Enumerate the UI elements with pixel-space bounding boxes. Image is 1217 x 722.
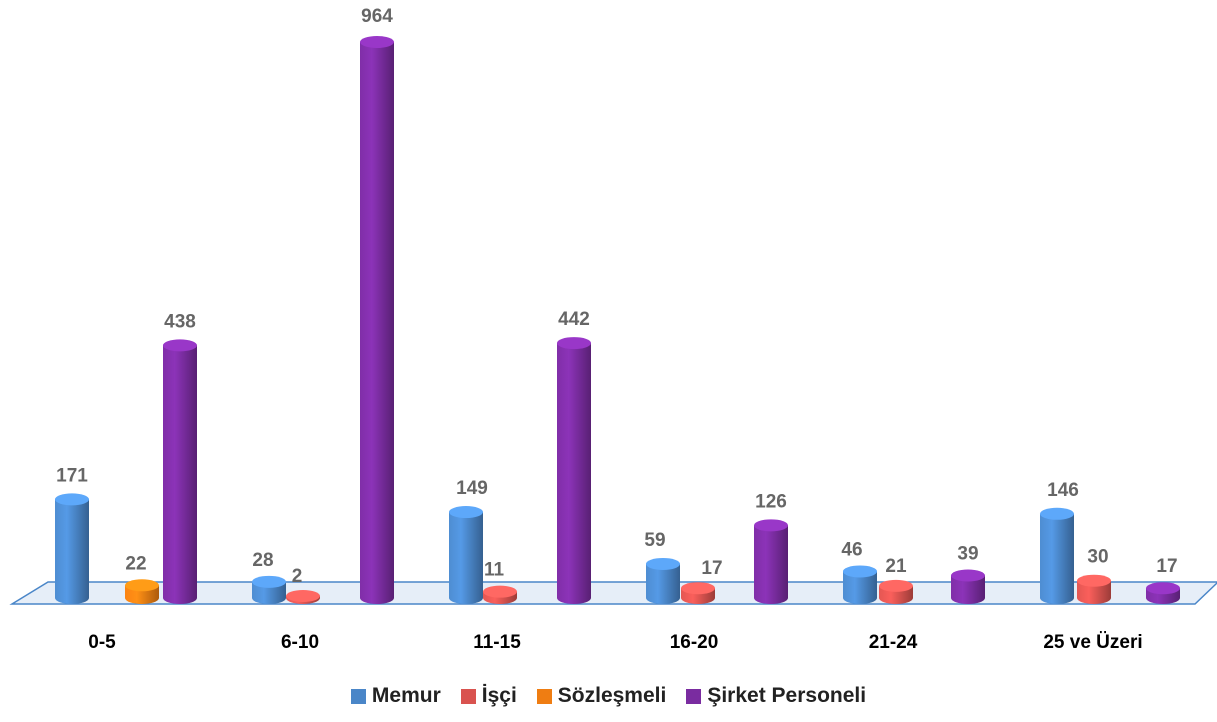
- bar-3-4: [951, 569, 985, 604]
- data-label: 2: [292, 566, 303, 587]
- data-label: 21: [885, 556, 907, 577]
- data-label: 28: [252, 550, 273, 571]
- category-label: 0-5: [88, 632, 116, 653]
- bar-0-4: [843, 565, 877, 604]
- bar-0-1: [252, 575, 286, 604]
- legend-label: Sözleşmeli: [557, 684, 667, 707]
- legend-item: İşçi: [460, 684, 517, 708]
- data-label: 30: [1087, 547, 1108, 568]
- data-label: 17: [1156, 556, 1177, 577]
- data-label: 126: [755, 491, 787, 512]
- bar-1-1: [286, 590, 320, 604]
- bar-0-2: [449, 506, 483, 604]
- data-label: 46: [841, 539, 862, 560]
- legend-swatch: [686, 688, 702, 704]
- bar-3-1: [360, 36, 394, 604]
- legend-label: Şirket Personeli: [707, 684, 867, 707]
- bar-3-0: [163, 339, 197, 604]
- data-label: 59: [644, 530, 665, 551]
- data-label: 22: [125, 553, 146, 574]
- data-label: 149: [456, 478, 488, 499]
- bar-3-2: [557, 337, 591, 604]
- category-label: 11-15: [473, 632, 521, 653]
- bar-3-3: [754, 519, 788, 604]
- bar-0-0: [55, 493, 89, 604]
- legend-item: Şirket Personeli: [686, 684, 866, 708]
- bar-3-5: [1146, 582, 1180, 604]
- bar-1-5: [1077, 574, 1111, 604]
- legend-label: Memur: [371, 684, 441, 707]
- data-label: 171: [56, 465, 88, 486]
- bar-1-4: [879, 579, 913, 604]
- bar-0-5: [1040, 507, 1074, 604]
- legend-swatch: [350, 688, 366, 704]
- legend-swatch: [536, 688, 552, 704]
- data-label: 964: [361, 6, 393, 27]
- bar-1-3: [681, 582, 715, 604]
- data-label: 17: [701, 558, 722, 579]
- chart-plot: 171 22 438 28 2 964 149 11 442 59 17 126 46 21 39 146 30…: [9, 6, 1217, 653]
- category-label: 16-20: [670, 632, 719, 653]
- legend-swatch: [460, 688, 476, 704]
- bar-2-0: [125, 579, 159, 604]
- legend-item: Memur: [350, 684, 441, 708]
- category-label: 25 ve Üzeri: [1043, 632, 1142, 653]
- bar-1-2: [483, 585, 517, 604]
- category-label: 21-24: [869, 632, 918, 653]
- legend-item: Sözleşmeli: [536, 684, 667, 708]
- data-label: 442: [558, 309, 590, 330]
- data-label: 11: [484, 560, 505, 581]
- legend: Memur İşçi Sözleşmeli Şirket Personeli: [0, 684, 1217, 708]
- bar-0-3: [646, 557, 680, 604]
- data-label: 146: [1047, 480, 1079, 501]
- data-label: 438: [164, 311, 196, 332]
- data-label: 39: [957, 544, 978, 565]
- category-label: 6-10: [281, 632, 319, 653]
- legend-label: İşçi: [481, 684, 517, 707]
